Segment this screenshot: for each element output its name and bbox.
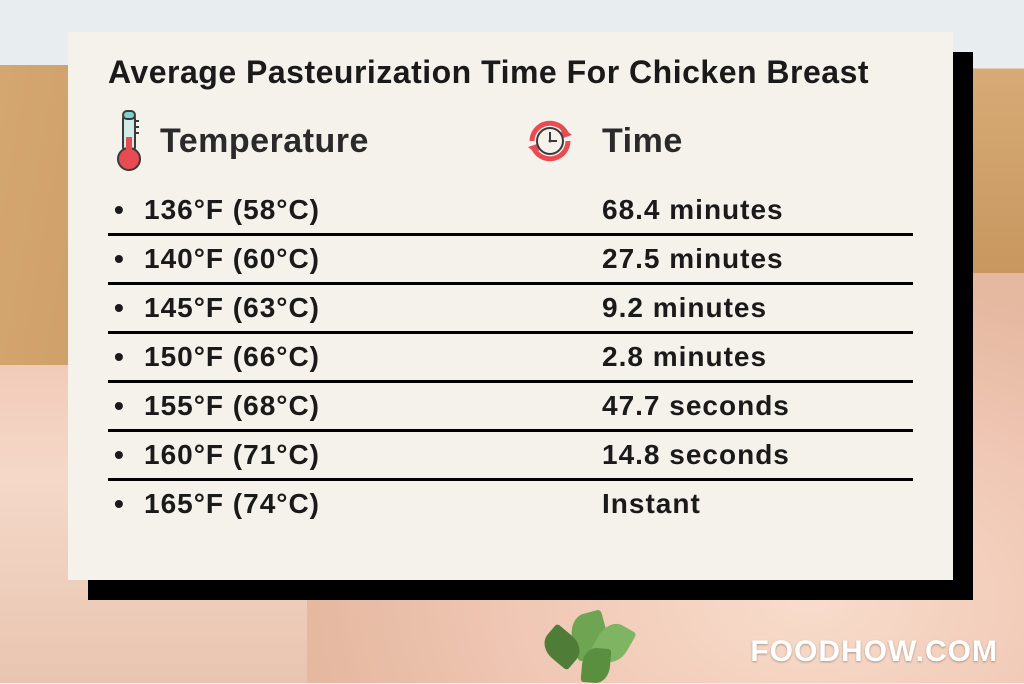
bullet: • (108, 194, 144, 226)
background-herb (532, 603, 652, 683)
card-title: Average Pasteurization Time For Chicken … (108, 54, 913, 91)
time-value: 14.8 seconds (544, 439, 790, 471)
time-value: Instant (544, 488, 701, 520)
bullet: • (108, 390, 144, 422)
watermark: FOODHOW.COM (750, 635, 998, 669)
thermometer-icon (108, 109, 150, 173)
table-row: •160°F (71°C)14.8 seconds (108, 432, 913, 481)
clock-cycle-icon (522, 113, 578, 169)
bullet: • (108, 439, 144, 471)
table-row: •145°F (63°C)9.2 minutes (108, 285, 913, 334)
bullet: • (108, 292, 144, 324)
table-row: •150°F (66°C)2.8 minutes (108, 334, 913, 383)
bullet: • (108, 243, 144, 275)
temperature-value: 165°F (74°C) (144, 488, 544, 520)
info-card: Average Pasteurization Time For Chicken … (68, 32, 953, 580)
bullet: • (108, 488, 144, 520)
table-row: •155°F (68°C)47.7 seconds (108, 383, 913, 432)
bullet: • (108, 341, 144, 373)
header-time: Time (602, 122, 683, 161)
column-headers: Temperature Time (108, 109, 913, 173)
temperature-value: 150°F (66°C) (144, 341, 544, 373)
time-value: 9.2 minutes (544, 292, 767, 324)
table-row: •140°F (60°C)27.5 minutes (108, 236, 913, 285)
time-value: 47.7 seconds (544, 390, 790, 422)
time-value: 27.5 minutes (544, 243, 784, 275)
table-row: •136°F (58°C)68.4 minutes (108, 187, 913, 236)
header-temperature: Temperature (160, 122, 522, 161)
table-row: •165°F (74°C)Instant (108, 481, 913, 527)
temperature-value: 160°F (71°C) (144, 439, 544, 471)
temperature-value: 140°F (60°C) (144, 243, 544, 275)
temperature-value: 136°F (58°C) (144, 194, 544, 226)
data-table: •136°F (58°C)68.4 minutes•140°F (60°C)27… (108, 187, 913, 527)
temperature-value: 155°F (68°C) (144, 390, 544, 422)
time-value: 2.8 minutes (544, 341, 767, 373)
temperature-value: 145°F (63°C) (144, 292, 544, 324)
time-value: 68.4 minutes (544, 194, 784, 226)
